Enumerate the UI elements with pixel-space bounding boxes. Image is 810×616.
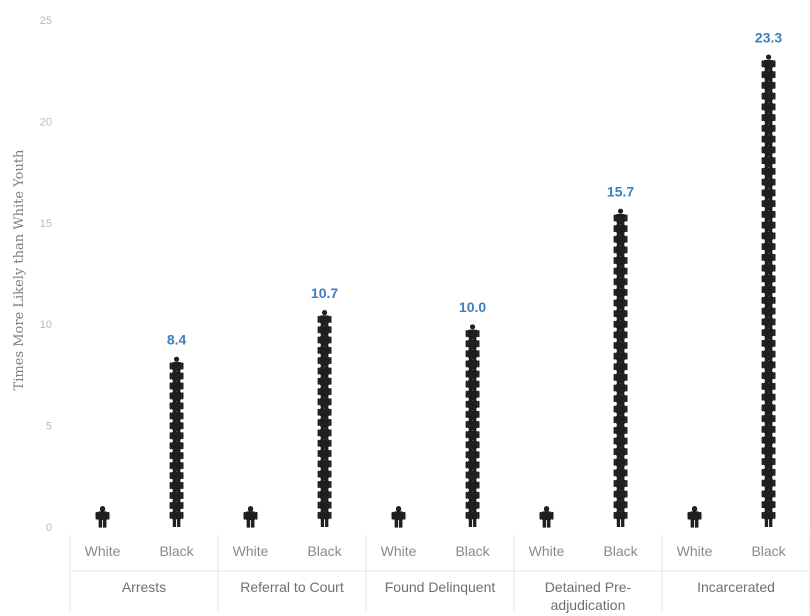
bar-white-5 [687,506,702,528]
category-label: Arrests [122,579,166,595]
person-icon [613,506,628,527]
bar-white-4 [539,506,554,528]
person-icon [539,506,554,528]
bar-white-3 [391,506,406,528]
race-label: White [677,543,713,559]
race-label: White [529,543,565,559]
race-label: Black [455,543,490,559]
race-label: White [381,543,417,559]
person-icon [317,506,332,527]
race-label: Black [603,543,638,559]
category-label: Detained Pre- [545,579,632,595]
y-tick-label: 20 [40,116,52,128]
bar-black-2 [317,310,332,527]
race-label: Black [751,543,786,559]
person-icon [391,506,406,528]
data-label: 23.3 [755,29,782,45]
y-tick-label: 25 [40,15,52,27]
race-label: White [233,543,269,559]
plot-area: 8.4 10.7 10.0 15.7 23.3 [95,29,782,528]
person-icon [243,506,258,528]
y-tick-label: 0 [46,522,52,534]
y-axis-label: Times More Likely than White Youth [12,149,27,390]
race-label: White [85,543,121,559]
category-label: adjudication [551,597,626,613]
race-label: Black [307,543,342,559]
person-icon [761,506,776,527]
person-icon [687,506,702,528]
data-label: 10.0 [459,299,486,315]
category-label: Found Delinquent [385,579,496,595]
y-tick-label: 10 [40,319,52,331]
category-label: Incarcerated [697,579,775,595]
data-label: 10.7 [311,285,338,301]
person-icon [95,506,110,528]
bar-black-1 [169,356,184,527]
bar-white-2 [243,506,258,528]
bar-black-4 [613,208,628,527]
y-axis: 0 5 10 15 20 25 [40,15,52,534]
bar-white-1 [95,506,110,528]
data-label: 8.4 [167,332,187,348]
category-label: Referral to Court [240,579,344,595]
bar-black-3 [465,324,480,527]
y-tick-label: 5 [46,421,52,433]
x-axis: White Black Arrests White Black Referral to C… [69,535,810,613]
y-tick-label: 15 [40,218,52,230]
data-label: 15.7 [607,184,634,200]
race-label: Black [159,543,194,559]
bar-black-5 [761,54,776,527]
